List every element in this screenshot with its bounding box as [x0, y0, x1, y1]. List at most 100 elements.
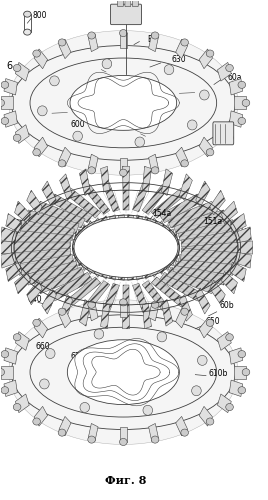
Polygon shape	[120, 158, 127, 172]
Polygon shape	[27, 190, 42, 215]
Polygon shape	[59, 416, 71, 436]
Polygon shape	[59, 308, 71, 328]
Ellipse shape	[238, 82, 245, 88]
FancyBboxPatch shape	[110, 4, 142, 24]
Polygon shape	[167, 202, 216, 228]
Text: B: B	[147, 34, 152, 43]
Polygon shape	[15, 124, 29, 144]
Polygon shape	[88, 154, 98, 172]
Polygon shape	[173, 261, 227, 285]
Text: 650: 650	[206, 317, 221, 326]
Polygon shape	[59, 147, 71, 167]
Polygon shape	[158, 250, 171, 270]
Polygon shape	[153, 253, 166, 274]
Ellipse shape	[40, 379, 49, 389]
Polygon shape	[151, 188, 186, 218]
Polygon shape	[100, 303, 109, 328]
Polygon shape	[74, 234, 87, 250]
Ellipse shape	[135, 137, 144, 147]
Ellipse shape	[88, 301, 95, 308]
Ellipse shape	[70, 76, 177, 130]
Polygon shape	[60, 294, 73, 321]
Polygon shape	[86, 253, 99, 274]
Polygon shape	[162, 169, 173, 196]
FancyBboxPatch shape	[132, 0, 138, 6]
Polygon shape	[74, 246, 87, 261]
Polygon shape	[196, 181, 210, 207]
Polygon shape	[167, 267, 216, 294]
FancyBboxPatch shape	[213, 122, 234, 145]
Polygon shape	[76, 229, 90, 247]
Polygon shape	[6, 214, 22, 233]
Polygon shape	[14, 201, 31, 224]
Polygon shape	[133, 284, 149, 312]
Text: 610b: 610b	[209, 368, 228, 378]
Polygon shape	[84, 280, 110, 310]
Polygon shape	[118, 260, 125, 280]
Polygon shape	[25, 261, 79, 285]
Text: 154a: 154a	[153, 209, 172, 218]
Ellipse shape	[181, 160, 188, 167]
Ellipse shape	[9, 30, 238, 175]
Polygon shape	[120, 427, 127, 442]
Text: 680: 680	[81, 362, 95, 370]
Ellipse shape	[9, 300, 238, 444]
Ellipse shape	[88, 436, 95, 443]
Ellipse shape	[58, 308, 66, 316]
Polygon shape	[229, 380, 243, 396]
Polygon shape	[149, 424, 158, 442]
Ellipse shape	[102, 59, 112, 69]
Ellipse shape	[206, 148, 214, 156]
Polygon shape	[34, 49, 47, 68]
Polygon shape	[143, 166, 151, 192]
Polygon shape	[159, 272, 202, 301]
Polygon shape	[236, 252, 251, 268]
Text: 151a: 151a	[203, 217, 222, 226]
Polygon shape	[88, 424, 98, 442]
Text: 630: 630	[171, 54, 186, 64]
Polygon shape	[143, 303, 151, 328]
Ellipse shape	[120, 299, 127, 306]
Polygon shape	[1, 252, 16, 268]
Text: 150: 150	[129, 256, 143, 264]
Polygon shape	[217, 394, 231, 412]
Polygon shape	[109, 215, 118, 236]
Polygon shape	[36, 202, 85, 228]
Polygon shape	[34, 406, 47, 426]
Ellipse shape	[200, 90, 209, 100]
Polygon shape	[229, 348, 243, 364]
Polygon shape	[79, 169, 91, 196]
Ellipse shape	[242, 100, 250, 106]
Ellipse shape	[238, 350, 245, 358]
Polygon shape	[76, 248, 90, 266]
Polygon shape	[4, 78, 17, 95]
Polygon shape	[217, 332, 231, 350]
Ellipse shape	[38, 106, 47, 116]
Polygon shape	[141, 258, 151, 279]
Text: 60b: 60b	[219, 302, 234, 310]
Ellipse shape	[143, 406, 152, 415]
Polygon shape	[120, 33, 127, 48]
Ellipse shape	[13, 334, 21, 341]
Polygon shape	[66, 188, 101, 218]
Polygon shape	[176, 308, 188, 328]
Text: 620a: 620a	[102, 104, 121, 114]
Ellipse shape	[120, 30, 127, 36]
Ellipse shape	[1, 82, 9, 88]
Polygon shape	[229, 78, 243, 95]
Ellipse shape	[74, 218, 178, 278]
Ellipse shape	[33, 148, 40, 156]
Ellipse shape	[33, 50, 40, 57]
Polygon shape	[180, 174, 192, 201]
Polygon shape	[210, 190, 225, 215]
Polygon shape	[60, 174, 73, 201]
Ellipse shape	[73, 131, 83, 141]
Polygon shape	[34, 318, 47, 338]
Ellipse shape	[13, 134, 21, 141]
Ellipse shape	[206, 319, 214, 326]
Polygon shape	[181, 248, 240, 264]
Polygon shape	[25, 210, 79, 234]
Ellipse shape	[242, 368, 250, 376]
Polygon shape	[101, 258, 111, 279]
Polygon shape	[34, 137, 47, 157]
